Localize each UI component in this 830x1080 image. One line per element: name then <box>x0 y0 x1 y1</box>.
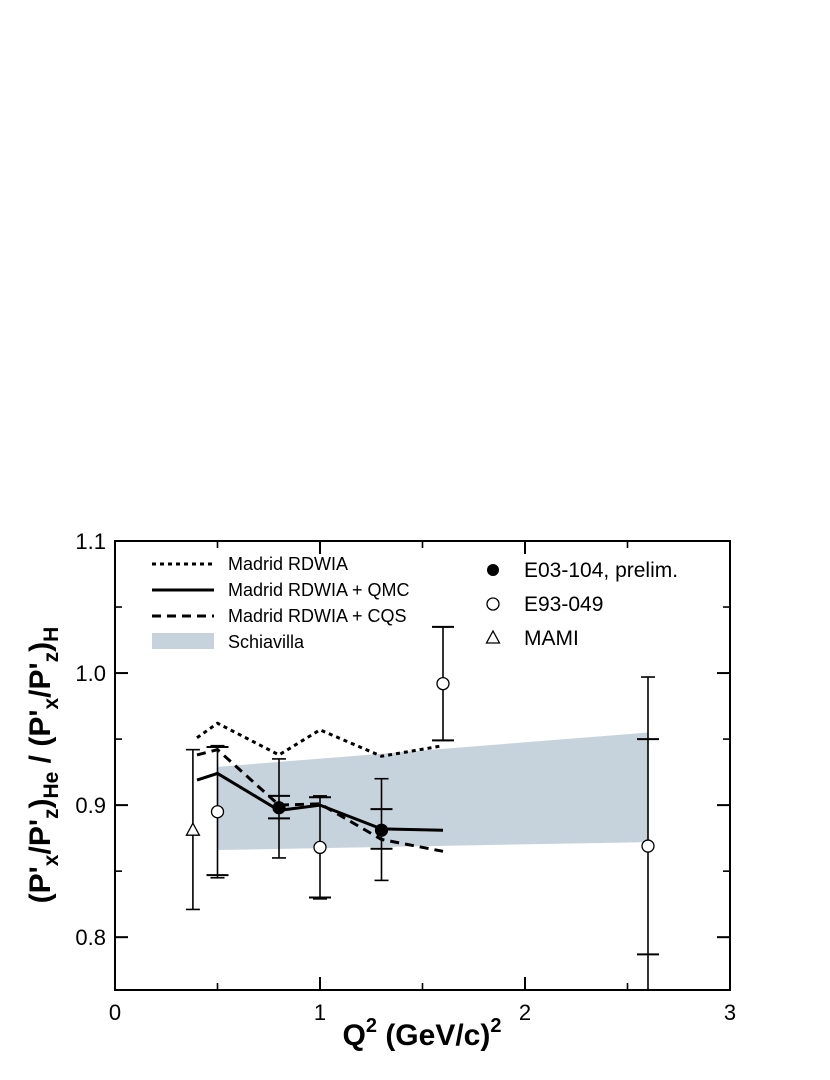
data-point-e93-049 <box>436 676 450 691</box>
y-tick-label: 0.9 <box>75 793 106 818</box>
schiavilla-band <box>217 732 648 851</box>
y-axis-title-part: ) <box>24 799 57 809</box>
y-axis-title-part: (P' <box>24 866 57 903</box>
legend-marker-open-triangle <box>485 629 501 644</box>
y-axis-title-part: /P' <box>24 819 57 854</box>
axes-layer: 0 1 2 3 0.8 0.9 1.0 1.1 <box>75 529 736 1025</box>
y-axis-title-part: z <box>40 809 63 820</box>
error-bar-s1-p2 <box>370 777 393 882</box>
x-axis-title-base: Q <box>343 1019 366 1052</box>
y-axis-title-part: x <box>40 698 63 710</box>
x-tick-label: 3 <box>724 1000 736 1025</box>
x-axis-title: Q2 (GeV/c)2 <box>343 1015 502 1052</box>
x-axis-title-sup2: 2 <box>490 1015 501 1037</box>
x-tick-label: 0 <box>109 1000 121 1025</box>
axis-titles: Q2 (GeV/c)2(P'x/P'z)He / (P'x/P'z)H <box>24 627 501 1052</box>
data-point-e03-104 <box>374 823 389 837</box>
x-tick-label: 1 <box>314 1000 326 1025</box>
legend-label: Madrid RDWIA <box>228 554 348 574</box>
y-axis-title-part: H <box>40 627 63 642</box>
y-axis-title-part: /P' <box>24 662 57 697</box>
legend-label: Madrid RDWIA + QMC <box>228 580 410 600</box>
legend-marker-open-circle <box>486 597 500 611</box>
legend-label: E03-104, prelim. <box>524 559 678 582</box>
y-axis-title-part: / (P' <box>24 710 57 772</box>
legend-label: Madrid RDWIA + CQS <box>228 606 407 626</box>
y-axis-title-part: z <box>40 652 63 663</box>
y-axis-title-part: He <box>40 772 63 799</box>
data-point-mami <box>185 821 201 836</box>
theory-line-2 <box>196 771 444 832</box>
y-tick-label: 0.8 <box>75 925 106 950</box>
data-point-e93-049 <box>210 805 225 819</box>
y-axis-title-part: x <box>40 854 63 866</box>
legend-label: MAMI <box>524 627 579 650</box>
data-points-layer <box>185 676 655 855</box>
theory-line-3 <box>196 747 444 853</box>
y-axis-title-part: ) <box>24 642 57 652</box>
legend-label: Schiavilla <box>228 632 305 652</box>
x-axis-title-rest: (GeV/c) <box>377 1019 490 1052</box>
legend-marker-filled-circle <box>487 564 499 576</box>
legend-swatch-band <box>152 633 214 649</box>
legend-label: E93-049 <box>524 593 603 616</box>
x-axis-title-sup: 2 <box>366 1015 377 1037</box>
y-axis-title: (P'x/P'z)He / (P'x/P'z)H <box>24 627 63 904</box>
error-bar-s2-p4 <box>637 676 659 990</box>
theory-line-1 <box>196 721 444 758</box>
data-point-e93-049 <box>641 839 655 853</box>
data-point-e93-049 <box>313 840 327 855</box>
data-point-e03-104 <box>272 801 286 815</box>
y-tick-label: 1.1 <box>75 529 106 554</box>
legend: Madrid RDWIA Madrid RDWIA + QMC Madrid RDW… <box>152 554 678 652</box>
y-tick-label: 1.0 <box>75 661 106 686</box>
x-tick-label: 2 <box>519 1000 531 1025</box>
schiavilla-band-layer <box>217 732 648 851</box>
theory-lines-layer <box>196 721 444 853</box>
